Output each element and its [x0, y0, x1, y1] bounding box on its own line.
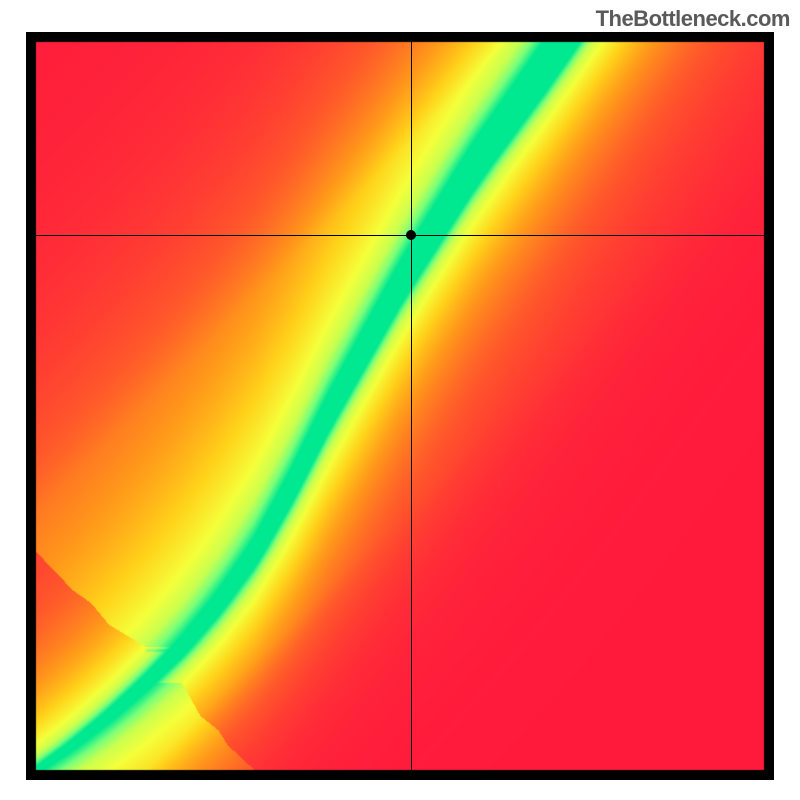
heatmap-canvas — [26, 32, 774, 780]
bottleneck-heatmap — [26, 32, 774, 780]
crosshair-vertical — [411, 32, 412, 780]
selection-point — [406, 230, 416, 240]
crosshair-horizontal — [26, 235, 774, 236]
watermark-label: TheBottleneck.com — [596, 6, 790, 32]
